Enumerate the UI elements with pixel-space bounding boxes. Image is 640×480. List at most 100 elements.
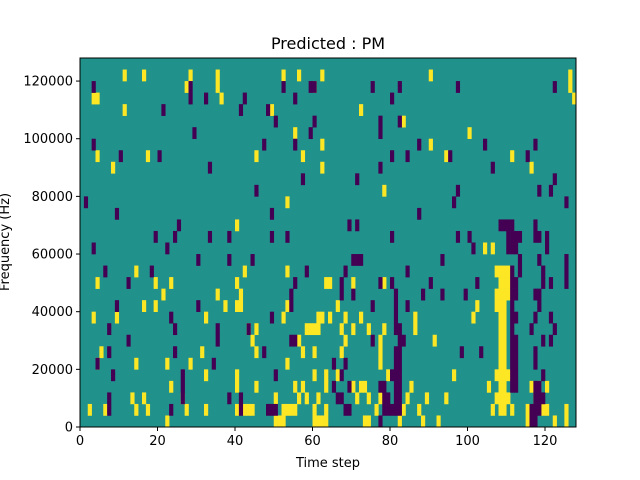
- heatmap-cell-high: [436, 415, 441, 428]
- heatmap-cell-high: [498, 346, 503, 359]
- heatmap-cell-high: [142, 300, 147, 312]
- heatmap-cell-low: [103, 265, 108, 278]
- heatmap-cell-low: [114, 207, 120, 220]
- heatmap-cell-high: [498, 311, 503, 324]
- heatmap-cell-high: [320, 161, 325, 174]
- heatmap-cell-high: [250, 334, 255, 347]
- heatmap-cell-low: [417, 207, 422, 220]
- heatmap-cell-high: [250, 403, 255, 416]
- heatmap-cell-high: [95, 277, 100, 289]
- heatmap-cell-low: [359, 254, 364, 266]
- heatmap-cell-high: [219, 92, 224, 105]
- heatmap-cell-low: [343, 265, 348, 278]
- heatmap-cell-high: [254, 150, 259, 163]
- heatmap-cell-low: [289, 334, 294, 347]
- heatmap-cell-low: [533, 219, 538, 232]
- heatmap-cell-low: [514, 380, 519, 393]
- heatmap-cell-high: [293, 380, 298, 393]
- heatmap-cell-low: [215, 323, 220, 336]
- heatmap-cell-low: [529, 403, 534, 416]
- y-tick-label: 120000: [23, 75, 73, 90]
- heatmap-cell-low: [390, 369, 395, 382]
- heatmap-cell-high: [324, 369, 329, 382]
- heatmap-cell-low: [293, 138, 298, 151]
- heatmap-cell-low: [238, 392, 244, 405]
- heatmap-cell-low: [266, 403, 271, 416]
- heatmap-cell-high: [382, 323, 387, 336]
- heatmap-cell-high: [502, 369, 507, 382]
- heatmap-cell-high: [320, 311, 325, 324]
- heatmap-cell-low: [533, 346, 538, 359]
- heatmap-cell-low: [331, 357, 337, 370]
- heatmap-cell-low: [529, 415, 534, 428]
- heatmap-cell-high: [204, 369, 209, 382]
- heatmap-cell-high: [204, 311, 209, 324]
- heatmap-cell-low: [300, 173, 306, 186]
- heatmap-cell-low: [246, 323, 251, 336]
- heatmap-cell-high: [235, 219, 240, 232]
- heatmap-cell-low: [308, 81, 313, 93]
- heatmap-cell-high: [328, 277, 333, 289]
- heatmap-cell-low: [498, 219, 503, 232]
- heatmap-cell-low: [207, 161, 213, 174]
- heatmap-cell-low: [510, 369, 515, 382]
- heatmap-cell-low: [533, 311, 538, 324]
- heatmap-cell-low: [289, 300, 294, 312]
- heatmap-cell-low: [548, 334, 554, 347]
- heatmap-cell-low: [393, 380, 399, 393]
- heatmap-cell-high: [378, 334, 383, 347]
- heatmap-cell-low: [537, 300, 542, 312]
- heatmap-cell-high: [432, 334, 437, 347]
- heatmap-cell-low: [510, 265, 515, 278]
- heatmap-cell-low: [304, 265, 309, 278]
- heatmap-cell-low: [537, 403, 542, 416]
- heatmap-cell-low: [393, 392, 399, 405]
- heatmap-cell-high: [510, 150, 515, 163]
- plot-frame: [79, 57, 577, 428]
- heatmap-cell-high: [273, 392, 278, 405]
- heatmap-cell-low: [510, 311, 515, 324]
- heatmap-cell-high: [355, 392, 360, 405]
- heatmap-cell-high: [378, 357, 383, 370]
- heatmap-cell-high: [215, 81, 220, 93]
- heatmap-cell-high: [324, 380, 329, 393]
- heatmap-cell-low: [227, 392, 232, 405]
- heatmap-cell-low: [514, 277, 519, 289]
- heatmap-cell-low: [293, 277, 298, 289]
- heatmap-cell-high: [498, 380, 503, 393]
- heatmap-cell-low: [510, 346, 515, 359]
- heatmap-cell-high: [285, 300, 290, 312]
- heatmap-cell-low: [107, 346, 112, 359]
- heatmap-cell-low: [173, 323, 178, 336]
- heatmap-cell-low: [517, 265, 523, 278]
- heatmap-cell-low: [370, 81, 375, 93]
- heatmap-cell-high: [300, 346, 306, 359]
- heatmap-cell-low: [393, 357, 399, 370]
- heatmap-cell-high: [134, 403, 139, 416]
- heatmap-cell-high: [114, 311, 120, 324]
- heatmap-cell-high: [401, 115, 406, 128]
- heatmap-cell-low: [545, 242, 550, 255]
- heatmap-cell-high: [506, 265, 511, 278]
- heatmap-cell-high: [242, 265, 247, 278]
- heatmap-cell-low: [293, 92, 298, 105]
- heatmap-cell-high: [134, 357, 139, 370]
- heatmap-cell-low: [207, 230, 213, 243]
- heatmap-cell-high: [413, 323, 418, 336]
- heatmap-cell-low: [455, 184, 461, 197]
- heatmap-cell-low: [533, 380, 538, 393]
- heatmap-cell-high: [312, 323, 317, 336]
- heatmap-cell-high: [366, 415, 371, 428]
- heatmap-cell-high: [165, 357, 170, 370]
- heatmap-cell-high: [122, 69, 127, 82]
- heatmap-cell-low: [281, 81, 286, 93]
- heatmap-cell-low: [541, 277, 546, 289]
- heatmap-cell-high: [324, 415, 329, 428]
- heatmap-cell-low: [308, 127, 313, 140]
- heatmap-cell-low: [378, 115, 383, 128]
- heatmap-cell-low: [250, 254, 255, 266]
- heatmap-cell-low: [238, 403, 244, 416]
- heatmap-cell-low: [510, 334, 515, 347]
- heatmap-cell-high: [498, 357, 503, 370]
